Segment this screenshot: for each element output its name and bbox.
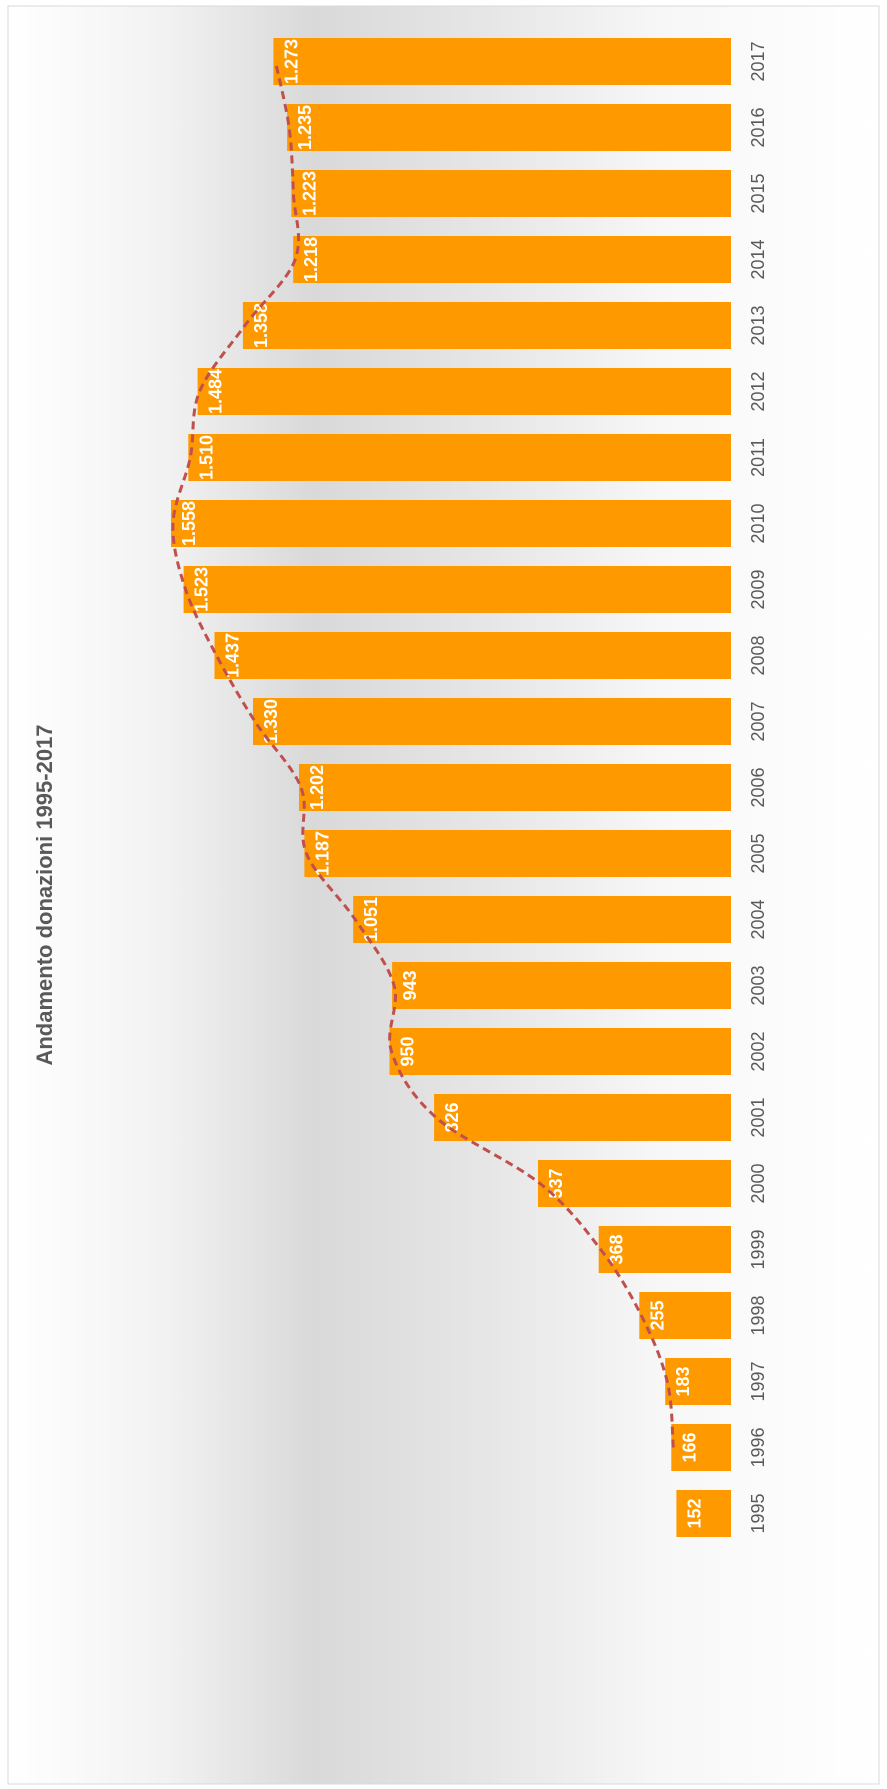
bar-label-2016: 1.235 [295, 105, 315, 150]
trend-line [171, 61, 675, 1448]
axis-tick-2010: 2010 [748, 503, 768, 543]
bar-label-2013: 1.358 [251, 303, 271, 348]
axis-tick-2002: 2002 [748, 1031, 768, 1071]
bar-label-1996: 166 [679, 1432, 699, 1462]
bar-2005 [304, 830, 731, 877]
axis-tick-2012: 2012 [748, 371, 768, 411]
bar-2002 [389, 1028, 731, 1075]
bar-2006 [299, 764, 731, 811]
axis-tick-2003: 2003 [748, 965, 768, 1005]
axis-tick-2006: 2006 [748, 767, 768, 807]
bar-label-2008: 1.437 [223, 633, 243, 678]
bar-label-2006: 1.202 [307, 765, 327, 810]
bar-label-1997: 183 [673, 1366, 693, 1396]
axis-tick-2001: 2001 [748, 1097, 768, 1137]
axis-tick-2005: 2005 [748, 833, 768, 873]
bar-2000 [538, 1160, 731, 1207]
axis-tick-1999: 1999 [748, 1229, 768, 1269]
bar-2009 [183, 566, 732, 613]
bar-label-2005: 1.187 [312, 831, 332, 876]
bar-label-1998: 255 [647, 1300, 667, 1330]
bar-1999 [598, 1226, 731, 1273]
bar-2016 [287, 104, 731, 151]
bar-label-2015: 1.223 [299, 171, 319, 216]
bar-label-1999: 368 [607, 1234, 627, 1264]
axis-tick-1996: 1996 [748, 1427, 768, 1467]
axis-tick-2016: 2016 [748, 107, 768, 147]
bar-2017 [273, 38, 731, 85]
axis-tick-2017: 2017 [748, 41, 768, 81]
bar-label-2012: 1.484 [206, 369, 226, 414]
bar-label-2003: 943 [400, 970, 420, 1000]
bar-label-2004: 1.051 [361, 897, 381, 942]
axis-tick-2007: 2007 [748, 701, 768, 741]
axis-tick-2011: 2011 [748, 438, 768, 477]
bar-2010 [171, 500, 731, 547]
bar-label-2001: 826 [442, 1102, 462, 1132]
axis-tick-1998: 1998 [748, 1295, 768, 1335]
bar-2011 [188, 434, 732, 481]
axis-tick-1997: 1997 [748, 1361, 768, 1401]
bar-label-2017: 1.273 [281, 39, 301, 84]
bar-2003 [392, 962, 731, 1009]
bar-2014 [293, 236, 731, 283]
bar-1998 [639, 1292, 731, 1339]
bar-2013 [242, 302, 731, 349]
bar-label-2014: 1.218 [301, 237, 321, 282]
bar-2001 [434, 1094, 731, 1141]
axis-tick-2009: 2009 [748, 569, 768, 609]
axis-tick-2014: 2014 [748, 239, 768, 279]
bar-label-2011: 1.510 [196, 435, 216, 480]
bar-label-2000: 537 [546, 1168, 566, 1198]
axis-tick-2004: 2004 [748, 899, 768, 939]
bar-label-2002: 950 [398, 1036, 418, 1066]
axis-tick-2015: 2015 [748, 173, 768, 213]
bar-2012 [197, 368, 732, 415]
bar-1996 [671, 1424, 731, 1471]
axis-tick-1995: 1995 [748, 1493, 768, 1533]
bar-2008 [214, 632, 731, 679]
bar-label-2007: 1.330 [261, 699, 281, 744]
bar-1997 [665, 1358, 731, 1405]
bar-label-1995: 152 [684, 1498, 704, 1528]
bar-1995 [676, 1490, 731, 1537]
chart-title: Andamento donazioni 1995-2017 [32, 724, 57, 1065]
bar-2015 [291, 170, 731, 217]
axis-tick-2008: 2008 [748, 635, 768, 675]
bar-2007 [253, 698, 731, 745]
axis-tick-2013: 2013 [748, 305, 768, 345]
bar-label-2010: 1.558 [179, 501, 199, 546]
axis-tick-2000: 2000 [748, 1163, 768, 1203]
bar-2004 [353, 896, 731, 943]
bar-label-2009: 1.523 [192, 567, 212, 612]
